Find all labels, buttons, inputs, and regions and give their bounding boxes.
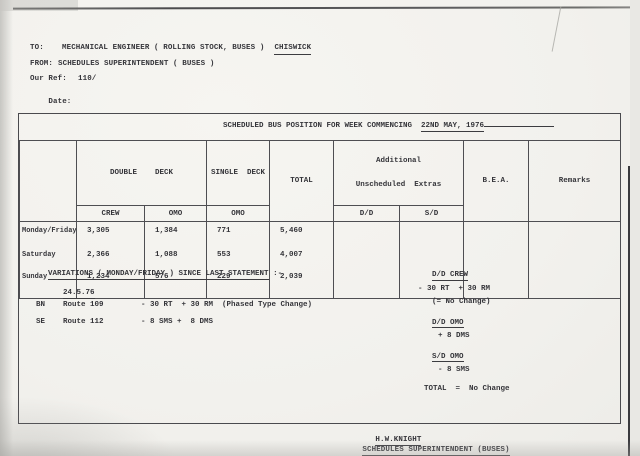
summary-dd-crew-line1: - 30 RT + 30 RM: [418, 284, 491, 293]
from-label: FROM:: [30, 60, 54, 68]
scan-top-edge: [12, 6, 640, 10]
signature-title: SCHEDULES SUPERINTENDENT (BUSES): [362, 446, 510, 456]
memo-to-line: TO: MECHANICAL ENGINEER ( ROLLING STOCK,…: [30, 44, 312, 55]
memo-from-line: FROM: SCHEDULES SUPERINTENDENT ( BUSES ): [30, 60, 214, 69]
cell-dd: [333, 221, 401, 246]
scan-bottom-left-shadow: [0, 396, 180, 456]
cell-total: 2,039: [269, 267, 335, 299]
change-detail: - 30 RT + 30 RM (Phased Type Change): [141, 301, 313, 309]
extras-line1: Additional: [376, 157, 422, 165]
ref-label: Our Ref:: [30, 75, 67, 83]
summary-dd-crew-line2: (= No Change): [432, 298, 491, 306]
corner-header-cell: [19, 140, 77, 222]
row-label: Monday/Friday: [19, 221, 77, 246]
memo-ref-line: Our Ref: 110/: [30, 75, 96, 84]
signature-name-line: H.W.KNIGHT: [357, 427, 422, 454]
cell-sd: [399, 245, 465, 268]
col-header-dd: D/D: [333, 205, 401, 222]
statement-title: SCHEDULED BUS POSITION FOR WEEK COMMENCI…: [223, 122, 413, 130]
col-header-sd: S/D: [399, 205, 465, 222]
cell-omo-dd: 576: [143, 267, 208, 299]
signature-title-line: SCHEDULES SUPERINTENDENT (BUSES): [344, 437, 510, 456]
extras-line2: Unscheduled Extras: [355, 181, 442, 189]
title-underline-extension: [484, 126, 555, 127]
col-header-bea: B.E.A.: [463, 140, 530, 222]
garage-code: SE: [36, 318, 46, 326]
statement-title-strip: SCHEDULED BUS POSITION FOR WEEK COMMENCI…: [19, 114, 620, 140]
cell-crew: 1,234: [76, 267, 145, 299]
variations-heading-line: VARIATIONS ( MONDAY/FRIDAY ) SINCE LAST …: [21, 261, 282, 288]
change-detail: - 8 SMS + 8 DMS: [141, 318, 214, 326]
cell-crew: 3,305: [76, 221, 145, 246]
variations-heading-suffix: :-: [268, 270, 283, 278]
statement-box: SCHEDULED BUS POSITION FOR WEEK COMMENCI…: [18, 113, 622, 424]
cell-omo-dd: 1,088: [143, 245, 208, 268]
cell-omo-sd: 229: [206, 267, 271, 299]
table-row: Saturday 2,366 1,088 553 4,007: [19, 245, 622, 268]
col-header-double-deck: DOUBLE DECK: [75, 140, 208, 206]
scan-right-edge: [628, 166, 630, 456]
signature-name: H.W.KNIGHT: [375, 436, 422, 446]
col-header-extras: Additional Unscheduled Extras: [333, 140, 465, 206]
variations-summary: D/D CREW - 30 RT + 30 RM (= No Change) D…: [418, 269, 598, 396]
date-label: Date:: [48, 98, 72, 106]
summary-sd-omo-line1: - 8 SMS: [438, 366, 470, 374]
to-label: TO:: [30, 44, 44, 52]
week-commencing-date: 22ND MAY, 1976: [421, 122, 485, 132]
to-location: CHISWICK: [274, 44, 312, 55]
cell-sd: [399, 267, 465, 299]
col-header-omo-sd: OMO: [206, 205, 271, 222]
cell-bea: [463, 245, 530, 268]
table-row: Monday/Friday 3,305 1,384 771 5,460: [19, 221, 622, 246]
cell-omo-dd: 1,384: [143, 221, 208, 246]
cell-total: 5,460: [269, 221, 335, 246]
from-value: SCHEDULES SUPERINTENDENT ( BUSES ): [58, 60, 215, 68]
col-header-omo-dd: OMO: [143, 205, 208, 222]
summary-dd-crew-heading: D/D CREW: [432, 271, 469, 281]
scan-right-margin: [630, 0, 640, 456]
to-value: MECHANICAL ENGINEER ( ROLLING STOCK, BUS…: [62, 44, 265, 52]
summary-total-line: TOTAL = No Change: [424, 383, 598, 397]
memo-date-line: Date:: [30, 89, 71, 116]
scan-crease-mark: [551, 6, 562, 52]
summary-sd-omo-heading: S/D OMO: [432, 352, 464, 362]
col-header-total: TOTAL: [269, 140, 335, 222]
scan-left-edge: [0, 0, 13, 456]
col-header-remarks: Remarks: [528, 140, 622, 222]
change-row: BN Route 109 - 30 RT + 30 RM (Phased Typ…: [36, 301, 312, 310]
scan-corner-shadow: [0, 0, 78, 11]
effective-date-line: 24.5.76: [36, 280, 95, 307]
col-header-single-deck: SINGLE DECK: [206, 140, 271, 206]
cell-dd: [333, 245, 401, 268]
cell-sd: [399, 221, 465, 246]
summary-total-value: = No Change: [455, 384, 510, 393]
cell-remarks: [528, 267, 622, 299]
garage-code: BN: [36, 301, 46, 309]
cell-remarks: [528, 245, 622, 268]
route-number: Route 109: [63, 301, 104, 309]
table-row: Sunday 1,234 576 229 2,039: [19, 267, 622, 299]
bus-position-table: DOUBLE DECK SINGLE DECK TOTAL Additional…: [19, 140, 622, 299]
route-number: Route 112: [63, 318, 104, 326]
cell-dd: [333, 267, 401, 299]
effective-date: 24.5.76: [63, 289, 95, 299]
col-header-crew: CREW: [76, 205, 145, 222]
summary-dd-omo-line1: + 8 DMS: [438, 332, 470, 340]
scan-bottom-edge: [0, 440, 640, 456]
cell-bea: [463, 221, 530, 246]
summary-total-label: TOTAL: [424, 384, 447, 393]
variations-heading: VARIATIONS ( MONDAY/FRIDAY ) SINCE LAST …: [48, 270, 269, 280]
cell-omo-sd: 771: [206, 221, 271, 246]
change-row: SE Route 112 - 8 SMS + 8 DMS: [36, 318, 213, 327]
summary-dd-omo-heading: D/D OMO: [432, 318, 464, 328]
ref-value: 110/: [78, 75, 97, 83]
cell-remarks: [528, 221, 622, 246]
